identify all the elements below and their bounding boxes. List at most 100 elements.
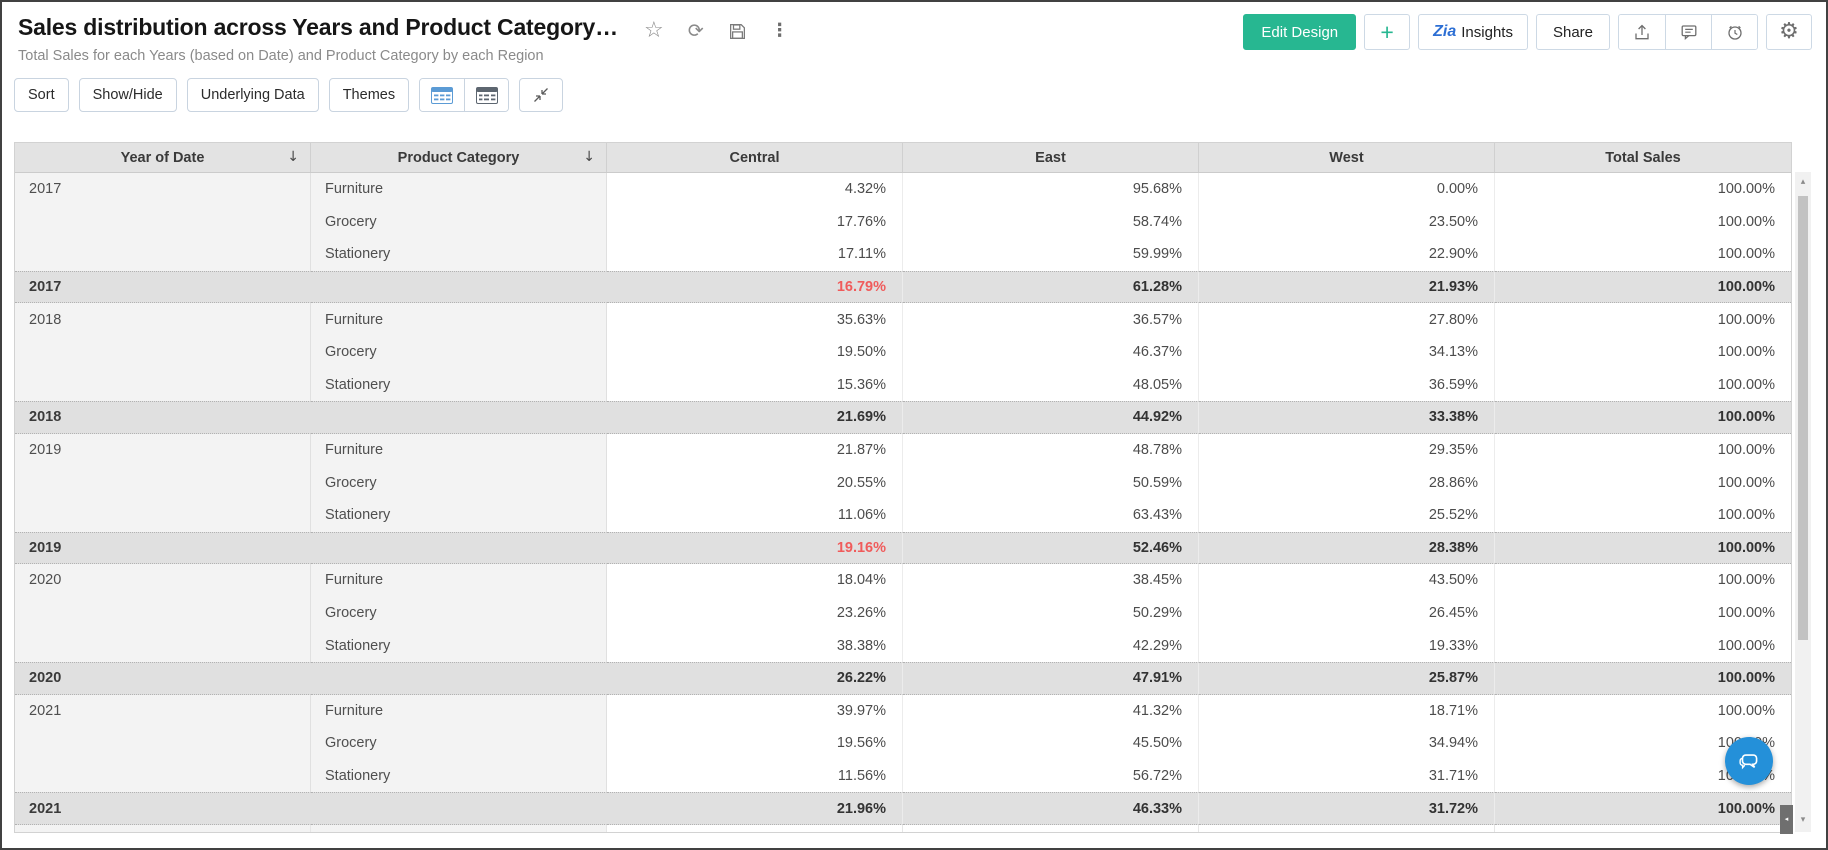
value-cell[interactable]: 58.74% bbox=[903, 205, 1199, 239]
summary-value-cell[interactable]: 21.69% bbox=[607, 401, 903, 434]
value-cell[interactable]: 4.32% bbox=[607, 173, 903, 206]
vertical-scrollbar-thumb[interactable] bbox=[1798, 196, 1808, 640]
value-cell[interactable]: 42.29% bbox=[903, 629, 1199, 662]
sort-desc-icon[interactable]: ↓ bbox=[583, 149, 595, 165]
value-cell[interactable]: 59.99% bbox=[903, 238, 1199, 271]
comments-button[interactable] bbox=[1665, 15, 1711, 49]
grid-view-button[interactable] bbox=[420, 79, 465, 111]
sort-button[interactable]: Sort bbox=[14, 78, 69, 112]
summary-value-cell[interactable]: 21.96% bbox=[607, 792, 903, 825]
value-cell[interactable]: 100.00% bbox=[1495, 596, 1791, 630]
value-cell[interactable]: 100.00% bbox=[1495, 335, 1791, 369]
value-cell[interactable]: 18.71% bbox=[1199, 694, 1495, 728]
value-cell[interactable]: 17.76% bbox=[607, 205, 903, 239]
compact-view-button[interactable] bbox=[464, 79, 509, 111]
zia-insights-button[interactable]: Zia Insights bbox=[1418, 14, 1528, 50]
value-cell[interactable]: 41.32% bbox=[903, 694, 1199, 728]
value-cell[interactable]: 11.56% bbox=[607, 759, 903, 793]
edit-design-button[interactable]: Edit Design bbox=[1243, 14, 1357, 50]
value-cell[interactable]: 95.68% bbox=[903, 173, 1199, 206]
summary-value-cell[interactable]: 100.00% bbox=[1495, 661, 1791, 695]
value-cell[interactable]: 100.00% bbox=[1495, 564, 1791, 597]
themes-button[interactable]: Themes bbox=[328, 78, 410, 112]
column-header-west[interactable]: West bbox=[1199, 143, 1495, 172]
value-cell[interactable]: 38.38% bbox=[607, 629, 903, 662]
collapse-button[interactable] bbox=[519, 78, 564, 112]
value-cell[interactable]: 29.35% bbox=[1199, 433, 1495, 467]
summary-value-cell[interactable]: 44.92% bbox=[903, 401, 1199, 434]
summary-value-cell[interactable]: 61.28% bbox=[903, 270, 1199, 304]
summary-value-cell[interactable]: 25.87% bbox=[1199, 661, 1495, 695]
value-cell[interactable]: 17.11% bbox=[607, 238, 903, 271]
value-cell[interactable]: 100.00% bbox=[1495, 368, 1791, 402]
summary-value-cell[interactable]: 16.79% bbox=[607, 270, 903, 304]
value-cell[interactable]: 39.97% bbox=[607, 694, 903, 728]
save-icon[interactable] bbox=[728, 22, 747, 41]
value-cell[interactable]: 27.80% bbox=[1199, 303, 1495, 336]
value-cell[interactable]: 100.00% bbox=[1495, 303, 1791, 336]
value-cell[interactable]: 19.56% bbox=[607, 727, 903, 760]
underlying-data-button[interactable]: Underlying Data bbox=[186, 78, 319, 112]
value-cell[interactable]: 38.45% bbox=[903, 564, 1199, 597]
vertical-scrollbar[interactable]: ▴ ▾ bbox=[1795, 172, 1811, 832]
summary-value-cell[interactable]: 31.72% bbox=[1199, 792, 1495, 825]
summary-value-cell[interactable]: 28.38% bbox=[1199, 531, 1495, 565]
value-cell[interactable]: 31.71% bbox=[1199, 759, 1495, 793]
column-header-year[interactable]: Year of Date ↓ bbox=[15, 143, 311, 172]
value-cell[interactable]: 23.26% bbox=[607, 596, 903, 630]
summary-value-cell[interactable]: 52.46% bbox=[903, 531, 1199, 565]
value-cell[interactable]: 100.00% bbox=[1495, 694, 1791, 728]
favorite-star-icon[interactable]: ☆ bbox=[643, 18, 664, 43]
summary-value-cell[interactable]: 19.16% bbox=[607, 531, 903, 565]
summary-value-cell[interactable]: 100.00% bbox=[1495, 531, 1791, 565]
value-cell[interactable]: 100.00% bbox=[1495, 238, 1791, 271]
value-cell[interactable]: 50.59% bbox=[903, 466, 1199, 499]
value-cell[interactable]: 100.00% bbox=[1495, 173, 1791, 206]
value-cell[interactable]: 21.87% bbox=[607, 433, 903, 467]
value-cell[interactable]: 15.36% bbox=[607, 368, 903, 402]
value-cell[interactable]: 48.78% bbox=[903, 433, 1199, 467]
value-cell[interactable]: 20.55% bbox=[607, 466, 903, 499]
value-cell[interactable]: 63.43% bbox=[903, 498, 1199, 532]
chat-widget-button[interactable] bbox=[1725, 737, 1773, 785]
value-cell[interactable]: 100.00% bbox=[1495, 498, 1791, 532]
scroll-up-icon[interactable]: ▴ bbox=[1800, 176, 1806, 187]
share-button[interactable]: Share bbox=[1535, 14, 1610, 50]
value-cell[interactable]: 19.33% bbox=[1199, 629, 1495, 662]
column-header-total-sales[interactable]: Total Sales bbox=[1605, 149, 1681, 166]
value-cell[interactable]: 50.29% bbox=[903, 596, 1199, 630]
value-cell[interactable]: 56.72% bbox=[903, 759, 1199, 793]
column-header-east[interactable]: East bbox=[903, 143, 1199, 172]
pane-grip-handle[interactable]: ◂ bbox=[1780, 805, 1793, 834]
alerts-button[interactable] bbox=[1711, 15, 1757, 49]
more-menu-icon[interactable]: ⋮ bbox=[770, 20, 789, 41]
summary-value-cell[interactable]: 46.33% bbox=[903, 792, 1199, 825]
value-cell[interactable]: 46.37% bbox=[903, 335, 1199, 369]
value-cell[interactable]: 36.57% bbox=[903, 303, 1199, 336]
value-cell[interactable]: 22.90% bbox=[1199, 238, 1495, 271]
value-cell[interactable]: 45.50% bbox=[903, 727, 1199, 760]
summary-value-cell[interactable]: 100.00% bbox=[1495, 270, 1791, 304]
column-header-product-category[interactable]: Product Category ↓ bbox=[311, 143, 607, 172]
value-cell[interactable]: 36.59% bbox=[1199, 368, 1495, 402]
sort-desc-icon[interactable]: ↓ bbox=[287, 149, 299, 165]
summary-value-cell[interactable]: 100.00% bbox=[1495, 401, 1791, 434]
summary-value-cell[interactable]: 100.00% bbox=[1495, 792, 1791, 825]
value-cell[interactable]: 26.45% bbox=[1199, 596, 1495, 630]
summary-value-cell[interactable]: 26.22% bbox=[607, 661, 903, 695]
export-button[interactable] bbox=[1619, 15, 1665, 49]
value-cell[interactable]: 100.00% bbox=[1495, 466, 1791, 499]
value-cell[interactable]: 0.00% bbox=[1199, 173, 1495, 206]
value-cell[interactable]: 100.00% bbox=[1495, 433, 1791, 467]
summary-value-cell[interactable]: 21.93% bbox=[1199, 270, 1495, 304]
column-header-central[interactable]: Central bbox=[607, 143, 903, 172]
show-hide-button[interactable]: Show/Hide bbox=[78, 78, 177, 112]
value-cell[interactable]: 23.50% bbox=[1199, 205, 1495, 239]
value-cell[interactable]: 48.05% bbox=[903, 368, 1199, 402]
value-cell[interactable]: 34.94% bbox=[1199, 727, 1495, 760]
refresh-icon[interactable]: ⟳ bbox=[687, 19, 704, 42]
scroll-down-icon[interactable]: ▾ bbox=[1800, 814, 1806, 825]
add-button[interactable]: + bbox=[1364, 14, 1411, 50]
summary-value-cell[interactable]: 47.91% bbox=[903, 661, 1199, 695]
value-cell[interactable]: 100.00% bbox=[1495, 205, 1791, 239]
